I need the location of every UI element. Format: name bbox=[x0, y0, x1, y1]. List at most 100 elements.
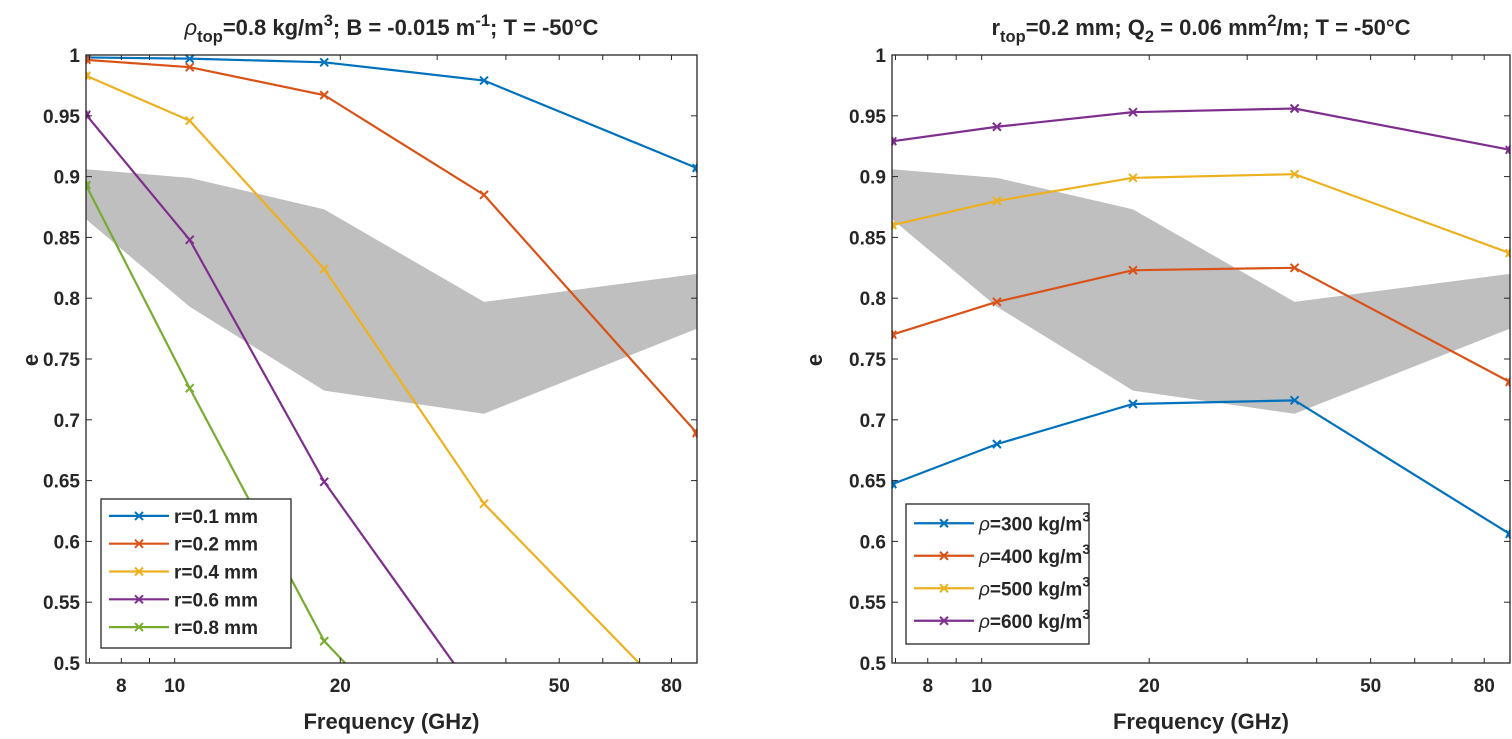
data-point-marker bbox=[992, 297, 1002, 307]
chart-title: rtop=0.2 mm; Q2 = 0.06 mm2/m; T = -50°C bbox=[991, 12, 1410, 46]
data-point-marker bbox=[479, 75, 489, 86]
y-tick-label: 0.9 bbox=[54, 168, 80, 189]
series-4 bbox=[85, 110, 455, 664]
data-point-marker bbox=[1505, 377, 1511, 387]
legend-label-part: ρ bbox=[978, 514, 990, 535]
legend-marker bbox=[134, 622, 144, 632]
series-3 bbox=[891, 169, 1511, 258]
data-point-marker bbox=[85, 110, 91, 120]
legend-label-part: ρ bbox=[978, 579, 990, 600]
data-point-marker bbox=[185, 54, 195, 64]
x-tick-label: 20 bbox=[1139, 676, 1160, 697]
y-tick-label: 0.55 bbox=[849, 593, 886, 614]
chart-title-part: 3 bbox=[324, 12, 333, 30]
data-point-marker bbox=[319, 264, 329, 274]
y-tick-label: 0.5 bbox=[54, 654, 81, 675]
series-1 bbox=[891, 395, 1511, 539]
x-tick-label: 10 bbox=[971, 676, 992, 697]
legend-label-part: ρ bbox=[978, 547, 990, 568]
legend-label: r=0.6 mm bbox=[174, 590, 258, 611]
data-point-marker bbox=[185, 383, 195, 393]
y-axis-label: e bbox=[18, 354, 43, 366]
y-tick-label: 0.8 bbox=[860, 289, 886, 310]
legend-item: r=0.2 mm bbox=[109, 535, 258, 556]
y-tick-label: 0.9 bbox=[860, 168, 886, 189]
chart-2: 8 10 20 50 80 0.5 0.55 0.6 0.65 0.7 0.75 0.8 0.85 0.9… bbox=[802, 12, 1511, 734]
legend-label-part: r=0.4 mm bbox=[174, 563, 258, 584]
legend-label-part: 3 bbox=[1082, 509, 1090, 525]
legend-label-part: r=0.1 mm bbox=[174, 507, 258, 528]
data-point-marker bbox=[185, 62, 195, 72]
y-tick-label: 0.65 bbox=[849, 472, 886, 493]
y-tick-label: 0.85 bbox=[43, 228, 80, 249]
legend-label: ρ=600 kg/m3 bbox=[978, 607, 1090, 633]
y-tick-label: 0.65 bbox=[43, 472, 80, 493]
data-point-marker bbox=[891, 220, 897, 230]
chart-title-part: -1 bbox=[475, 12, 490, 30]
data-point-marker bbox=[1505, 529, 1511, 539]
chart-title-part: 2 bbox=[1145, 28, 1154, 46]
data-point-marker bbox=[185, 235, 195, 245]
x-axis-label: Frequency (GHz) bbox=[1113, 709, 1289, 734]
legend-item: ρ=500 kg/m3 bbox=[914, 574, 1090, 600]
chart-title: ρtop=0.8 kg/m3; B = -0.015 m-1; T = -50°… bbox=[184, 12, 599, 46]
chart-title-part: =0.8 kg/m bbox=[223, 15, 324, 40]
data-point-marker bbox=[185, 115, 195, 126]
legend-item: r=0.1 mm bbox=[109, 507, 258, 528]
legend-label-part: r=0.2 mm bbox=[174, 535, 258, 556]
data-point-marker bbox=[992, 196, 1002, 206]
legend-label: r=0.2 mm bbox=[174, 535, 258, 556]
data-point-marker bbox=[1128, 399, 1138, 409]
chart-title-part: r bbox=[991, 15, 1000, 40]
chart-title-part: 2 bbox=[1267, 12, 1276, 30]
legend-label-part: =600 kg/m bbox=[990, 612, 1082, 633]
chart-title-part: top bbox=[1000, 28, 1026, 46]
y-tick-label: 0.95 bbox=[849, 107, 886, 128]
shaded-band bbox=[86, 169, 697, 414]
legend-label-part: 3 bbox=[1082, 607, 1090, 623]
y-tick-label: 1 bbox=[69, 46, 80, 67]
legend: ρ=300 kg/m3ρ=400 kg/m3ρ=500 kg/m3ρ=600 k… bbox=[905, 503, 1090, 645]
legend-label: ρ=400 kg/m3 bbox=[978, 542, 1090, 568]
y-tick-label: 0.75 bbox=[849, 350, 886, 371]
data-point-marker bbox=[319, 636, 329, 646]
y-tick-label: 0.75 bbox=[43, 350, 80, 371]
data-point-marker bbox=[85, 71, 91, 81]
x-axis-label: Frequency (GHz) bbox=[303, 709, 479, 734]
y-tick-label: 0.6 bbox=[54, 532, 80, 553]
y-tick-label: 0.7 bbox=[860, 411, 886, 432]
x-tick-label: 20 bbox=[330, 676, 351, 697]
legend-label: r=0.1 mm bbox=[174, 507, 258, 528]
chart-title-part: /m; T = -50°C bbox=[1276, 15, 1410, 40]
legend-item: ρ=400 kg/m3 bbox=[914, 542, 1090, 568]
legend-item: r=0.6 mm bbox=[109, 590, 258, 611]
legend-label: r=0.4 mm bbox=[174, 563, 258, 584]
legend-label-part: ρ bbox=[978, 612, 990, 633]
data-point-marker bbox=[891, 330, 897, 340]
series-3 bbox=[85, 71, 640, 664]
legend-label: r=0.8 mm bbox=[174, 618, 258, 639]
legend-marker bbox=[939, 583, 949, 593]
legend: r=0.1 mm r=0.2 mm r=0.4 mm r=0.6 mm r=0.8 mm bbox=[100, 498, 292, 649]
y-axis-label: e bbox=[802, 354, 827, 366]
series-2 bbox=[85, 55, 698, 438]
y-tick-label: 0.55 bbox=[43, 593, 80, 614]
legend-label-part: 3 bbox=[1082, 574, 1090, 590]
data-point-marker bbox=[1289, 169, 1300, 179]
legend-marker bbox=[134, 594, 144, 605]
chart-title-part: ; B = -0.015 m bbox=[333, 15, 475, 40]
data-point-marker bbox=[85, 180, 91, 190]
y-tick-label: 0.6 bbox=[860, 532, 886, 553]
data-point-marker bbox=[891, 136, 897, 146]
data-point-marker bbox=[319, 90, 329, 100]
chart-title-part: = 0.06 mm bbox=[1154, 15, 1267, 40]
x-tick-label: 50 bbox=[1360, 676, 1381, 697]
data-point-marker bbox=[1505, 145, 1511, 155]
legend-marker bbox=[939, 518, 949, 528]
data-point-marker bbox=[1505, 248, 1511, 258]
data-point-marker bbox=[319, 477, 329, 487]
data-point-marker bbox=[992, 439, 1002, 449]
legend-label-part: r=0.6 mm bbox=[174, 590, 258, 611]
legend-label-part: =500 kg/m bbox=[990, 579, 1082, 600]
chart-title-part: top bbox=[197, 28, 223, 46]
